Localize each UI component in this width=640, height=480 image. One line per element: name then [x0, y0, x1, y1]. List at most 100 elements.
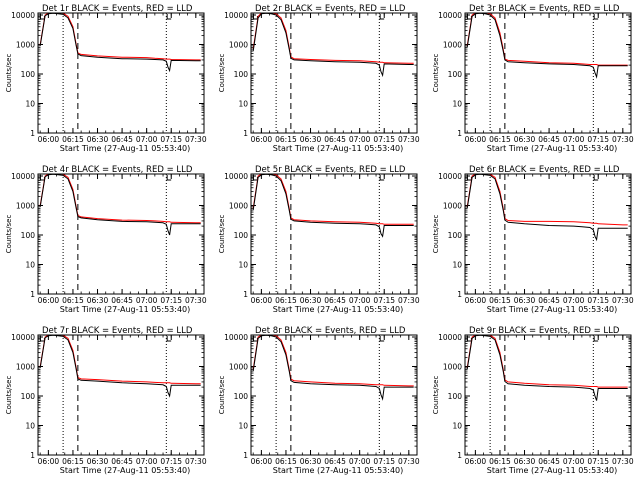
plot-frame: [464, 334, 632, 456]
detector-panel: Det 5r BLACK = Events, RED = LLD Counts/s…: [218, 165, 420, 314]
lld-series-line: [252, 173, 414, 225]
x-tick-label: 06:15: [275, 457, 297, 466]
attenuator-flag: [379, 336, 385, 342]
x-tick-label: 06:45: [111, 457, 133, 466]
x-tick-label: 06:00: [251, 457, 273, 466]
y-tick-label: 1: [457, 129, 462, 138]
detector-panel: Det 6r BLACK = Events, RED = LLD Counts/s…: [432, 165, 634, 314]
y-axis-label: Counts/sec: [432, 215, 440, 254]
events-series-line: [39, 334, 201, 398]
y-tick-label: 10000: [438, 11, 462, 20]
attenuator-flag: [379, 175, 385, 181]
lld-series-line: [39, 334, 201, 385]
x-tick-label: 06:15: [275, 135, 297, 144]
plot-frame: [37, 12, 205, 134]
x-tick-label: 07:00: [563, 296, 585, 305]
x-tick-label: 06:30: [300, 296, 322, 305]
panel-title: Det 6r BLACK = Events, RED = LLD: [469, 165, 620, 175]
detector-panel: Det 1r BLACK = Events, RED = LLD Counts/s…: [5, 4, 207, 153]
lld-series-line: [252, 334, 414, 387]
y-tick-label: 1000: [443, 363, 462, 372]
panel-title: Det 2r BLACK = Events, RED = LLD: [255, 4, 406, 14]
events-series-line: [466, 173, 628, 242]
y-tick-label: 10000: [224, 11, 248, 20]
x-tick-label: 06:15: [489, 457, 511, 466]
x-axis-label: Start Time (27-Aug-11 05:53:40): [273, 305, 404, 314]
x-tick-label: 07:00: [349, 296, 371, 305]
x-tick-label: 07:15: [587, 457, 609, 466]
y-tick-label: 100: [234, 231, 249, 240]
x-axis-label: Start Time (27-Aug-11 05:53:40): [60, 305, 191, 314]
y-tick-label: 1000: [229, 363, 248, 372]
y-tick-label: 1000: [16, 41, 35, 50]
y-tick-label: 1000: [229, 202, 248, 211]
x-axis-label: Start Time (27-Aug-11 05:53:40): [487, 466, 618, 475]
y-tick-label: 10: [238, 261, 248, 270]
lld-series-line: [466, 12, 628, 66]
x-tick-label: 06:00: [38, 296, 60, 305]
x-tick-label: 06:00: [465, 135, 487, 144]
detector-panel: Det 3r BLACK = Events, RED = LLD Counts/s…: [432, 4, 634, 153]
x-tick-label: 06:45: [111, 135, 133, 144]
x-tick-label: 06:30: [514, 457, 536, 466]
x-axis-label: Start Time (27-Aug-11 05:53:40): [487, 305, 618, 314]
x-tick-label: 07:00: [563, 457, 585, 466]
y-tick-label: 10: [238, 100, 248, 109]
events-series-line: [39, 12, 201, 73]
attenuator-flag: [593, 336, 599, 342]
y-axis-label: Counts/sec: [5, 376, 13, 415]
x-tick-label: 06:45: [324, 135, 346, 144]
panel-title: Det 8r BLACK = Events, RED = LLD: [255, 326, 406, 336]
x-axis-label: Start Time (27-Aug-11 05:53:40): [487, 144, 618, 153]
y-tick-label: 1: [30, 129, 35, 138]
x-tick-label: 06:45: [324, 457, 346, 466]
y-tick-label: 100: [21, 231, 36, 240]
y-tick-label: 1000: [16, 363, 35, 372]
x-tick-label: 06:15: [62, 296, 84, 305]
x-tick-label: 07:30: [612, 457, 634, 466]
y-tick-label: 10000: [11, 11, 35, 20]
x-tick-label: 07:00: [136, 296, 158, 305]
y-tick-label: 1: [243, 451, 248, 460]
y-tick-label: 1000: [229, 41, 248, 50]
x-tick-label: 06:45: [111, 296, 133, 305]
x-tick-label: 06:30: [300, 457, 322, 466]
attenuator-flag: [593, 175, 599, 181]
events-series-line: [466, 12, 628, 79]
x-axis-label: Start Time (27-Aug-11 05:53:40): [273, 466, 404, 475]
y-tick-label: 10: [452, 100, 462, 109]
x-tick-label: 06:30: [87, 296, 109, 305]
y-tick-label: 10: [238, 422, 248, 431]
panel-title: Det 4r BLACK = Events, RED = LLD: [42, 165, 193, 175]
y-tick-label: 1: [243, 290, 248, 299]
x-tick-label: 07:15: [587, 135, 609, 144]
x-tick-label: 06:45: [538, 457, 560, 466]
y-axis-label: Counts/sec: [218, 54, 226, 93]
x-axis-label: Start Time (27-Aug-11 05:53:40): [60, 466, 191, 475]
y-axis-label: Counts/sec: [432, 54, 440, 93]
y-tick-label: 10: [25, 422, 35, 431]
x-tick-label: 06:45: [538, 296, 560, 305]
x-tick-label: 06:45: [324, 296, 346, 305]
y-tick-label: 1000: [443, 41, 462, 50]
y-tick-label: 10000: [438, 172, 462, 181]
attenuator-flag: [166, 336, 172, 342]
x-tick-label: 06:30: [87, 135, 109, 144]
x-tick-label: 06:30: [514, 296, 536, 305]
y-tick-label: 10000: [224, 333, 248, 342]
plot-frame: [464, 173, 632, 295]
x-tick-label: 06:15: [62, 135, 84, 144]
x-tick-label: 07:30: [398, 296, 420, 305]
y-tick-label: 100: [448, 231, 463, 240]
plot-frame: [250, 12, 418, 134]
plot-frame: [250, 173, 418, 295]
y-axis-label: Counts/sec: [5, 215, 13, 254]
x-tick-label: 07:15: [160, 135, 182, 144]
attenuator-flag: [593, 14, 599, 20]
x-tick-label: 06:00: [251, 296, 273, 305]
lld-series-line: [466, 334, 628, 388]
events-series-line: [39, 173, 201, 236]
y-tick-label: 10000: [438, 333, 462, 342]
plot-frame: [37, 173, 205, 295]
